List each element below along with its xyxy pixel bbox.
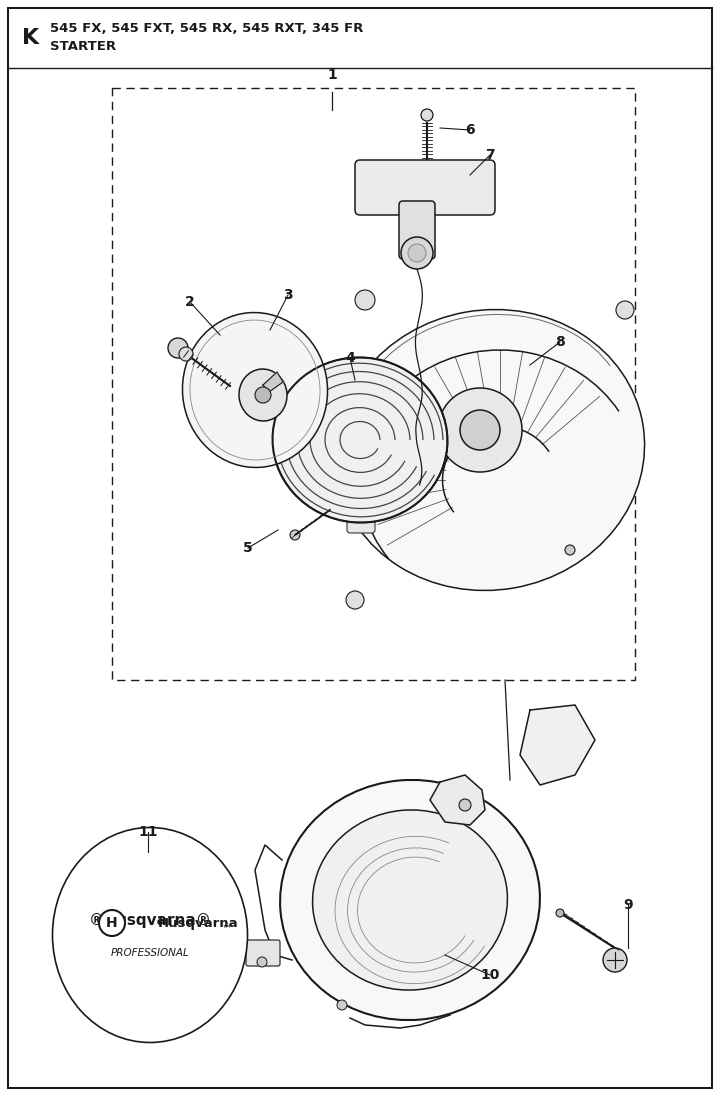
Circle shape [460, 410, 500, 450]
Text: K: K [22, 28, 39, 48]
Text: 3: 3 [283, 288, 293, 302]
Bar [112, 88, 635, 680]
Text: ™: ™ [222, 923, 232, 933]
Circle shape [99, 910, 125, 936]
Circle shape [337, 1000, 347, 1011]
Circle shape [408, 244, 426, 262]
Circle shape [179, 347, 193, 361]
Text: H: H [106, 916, 118, 931]
Ellipse shape [280, 780, 540, 1020]
Text: 2: 2 [185, 295, 195, 309]
FancyBboxPatch shape [399, 201, 435, 259]
Circle shape [616, 301, 634, 319]
Circle shape [603, 948, 627, 972]
Text: 1: 1 [327, 68, 337, 82]
Circle shape [346, 591, 364, 609]
Text: 6: 6 [465, 123, 474, 137]
Ellipse shape [366, 362, 395, 399]
Circle shape [255, 387, 271, 403]
FancyBboxPatch shape [347, 482, 375, 533]
Text: Husqvarna: Husqvarna [158, 916, 238, 929]
Ellipse shape [239, 369, 287, 421]
Circle shape [355, 290, 375, 310]
FancyBboxPatch shape [246, 940, 280, 966]
Circle shape [565, 545, 575, 555]
Circle shape [438, 388, 522, 472]
Ellipse shape [372, 368, 388, 391]
Text: ®Husqvarna®: ®Husqvarna® [89, 913, 212, 927]
Circle shape [459, 799, 471, 811]
Circle shape [556, 909, 564, 917]
Polygon shape [263, 372, 283, 392]
Ellipse shape [273, 357, 447, 523]
Text: 10: 10 [480, 968, 500, 982]
Circle shape [168, 338, 188, 358]
Circle shape [421, 109, 433, 121]
Circle shape [257, 957, 267, 967]
Text: PROFESSIONAL: PROFESSIONAL [111, 948, 189, 958]
Circle shape [401, 237, 433, 269]
Ellipse shape [53, 827, 248, 1042]
Polygon shape [520, 705, 595, 785]
Ellipse shape [182, 312, 328, 468]
FancyBboxPatch shape [355, 160, 495, 215]
Text: 9: 9 [624, 898, 633, 912]
Ellipse shape [312, 810, 508, 990]
Polygon shape [430, 775, 485, 825]
Text: STARTER: STARTER [50, 39, 116, 53]
Text: 5: 5 [243, 541, 253, 555]
Text: 545 FX, 545 FXT, 545 RX, 545 RXT, 345 FR: 545 FX, 545 FXT, 545 RX, 545 RXT, 345 FR [50, 22, 364, 35]
Text: 7: 7 [485, 148, 495, 162]
Text: 4: 4 [345, 351, 355, 365]
Circle shape [290, 530, 300, 540]
Ellipse shape [336, 309, 644, 591]
Text: 11: 11 [138, 825, 158, 840]
Text: 8: 8 [555, 335, 565, 349]
